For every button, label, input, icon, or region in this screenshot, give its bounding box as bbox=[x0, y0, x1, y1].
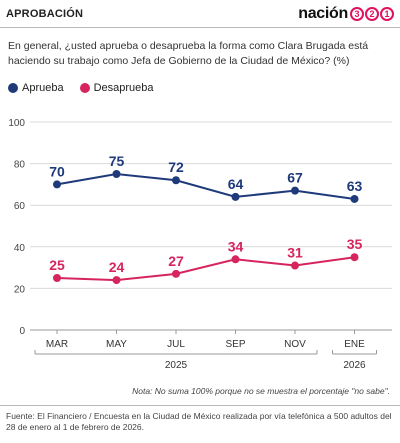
data-point bbox=[53, 180, 61, 189]
legend-swatch-aprueba bbox=[8, 83, 18, 93]
logo-digits: 3 2 1 bbox=[349, 7, 394, 21]
data-point bbox=[231, 192, 240, 201]
y-tick-label: 40 bbox=[14, 243, 26, 254]
year-label: 2025 bbox=[165, 360, 188, 371]
data-point bbox=[291, 261, 299, 270]
x-tick-label: MAR bbox=[46, 339, 68, 350]
series-line bbox=[56, 256, 355, 282]
legend-label-aprueba: Aprueba bbox=[22, 82, 64, 94]
year-label: 2026 bbox=[343, 360, 366, 371]
data-label: 72 bbox=[168, 159, 184, 175]
data-point bbox=[112, 276, 121, 285]
y-tick-label: 60 bbox=[14, 201, 26, 212]
y-tick-label: 20 bbox=[14, 284, 26, 295]
legend-item-aprueba: Aprueba bbox=[8, 82, 64, 94]
x-tick-label: MAY bbox=[106, 339, 127, 350]
line-chart: 0 20 40 60 80 100 MAR MAY JUL SEP NOV ENE 2025 2026 70… bbox=[8, 118, 392, 371]
data-point bbox=[112, 170, 121, 178]
data-label: 67 bbox=[287, 170, 303, 186]
legend-item-desaprueba: Desaprueba bbox=[79, 82, 154, 94]
data-label: 25 bbox=[49, 257, 65, 273]
logo: nación 3 2 1 bbox=[298, 4, 394, 24]
data-point bbox=[172, 269, 180, 278]
series-line bbox=[56, 172, 355, 200]
legend-label-desaprueba: Desaprueba bbox=[93, 82, 154, 94]
section-label: APROBACIÓN bbox=[6, 8, 84, 20]
x-tick-label: JUL bbox=[167, 339, 185, 350]
data-label: 27 bbox=[168, 253, 184, 269]
x-tick-label: NOV bbox=[284, 339, 306, 350]
source-text: Fuente: El Financiero / Encuesta en la C… bbox=[6, 411, 392, 432]
data-label: 75 bbox=[109, 153, 125, 169]
header: APROBACIÓN nación 3 2 1 bbox=[0, 0, 400, 30]
data-label: 35 bbox=[347, 236, 363, 252]
y-tick-label: 0 bbox=[19, 326, 25, 337]
note: Nota: No suma 100% porque no se muestra … bbox=[132, 386, 390, 396]
data-point bbox=[231, 255, 240, 264]
x-tick-label: ENE bbox=[344, 339, 365, 350]
header-divider bbox=[0, 27, 400, 28]
data-point bbox=[291, 186, 299, 195]
logo-word: nación bbox=[298, 5, 348, 22]
data-label: 64 bbox=[228, 176, 244, 192]
data-label: 31 bbox=[287, 245, 303, 261]
data-label: 63 bbox=[347, 178, 363, 194]
logo-digit: 3 bbox=[350, 7, 364, 21]
footer-divider bbox=[0, 405, 400, 406]
y-tick-label: 80 bbox=[14, 160, 26, 171]
logo-digit: 2 bbox=[365, 7, 379, 21]
data-point bbox=[350, 194, 359, 203]
data-label: 24 bbox=[109, 259, 125, 275]
data-point bbox=[350, 253, 359, 262]
data-label: 34 bbox=[228, 238, 244, 254]
legend-swatch-desaprueba bbox=[79, 83, 90, 93]
data-label: 70 bbox=[49, 163, 65, 179]
x-tick-label: SEP bbox=[225, 339, 245, 350]
y-tick-label: 100 bbox=[8, 118, 25, 129]
question-text: En general, ¿usted aprueba o desaprueba … bbox=[8, 40, 369, 67]
data-point bbox=[53, 274, 61, 282]
legend: Aprueba Desaprueba bbox=[8, 80, 170, 96]
data-point bbox=[172, 176, 180, 185]
logo-digit: 1 bbox=[380, 7, 394, 21]
